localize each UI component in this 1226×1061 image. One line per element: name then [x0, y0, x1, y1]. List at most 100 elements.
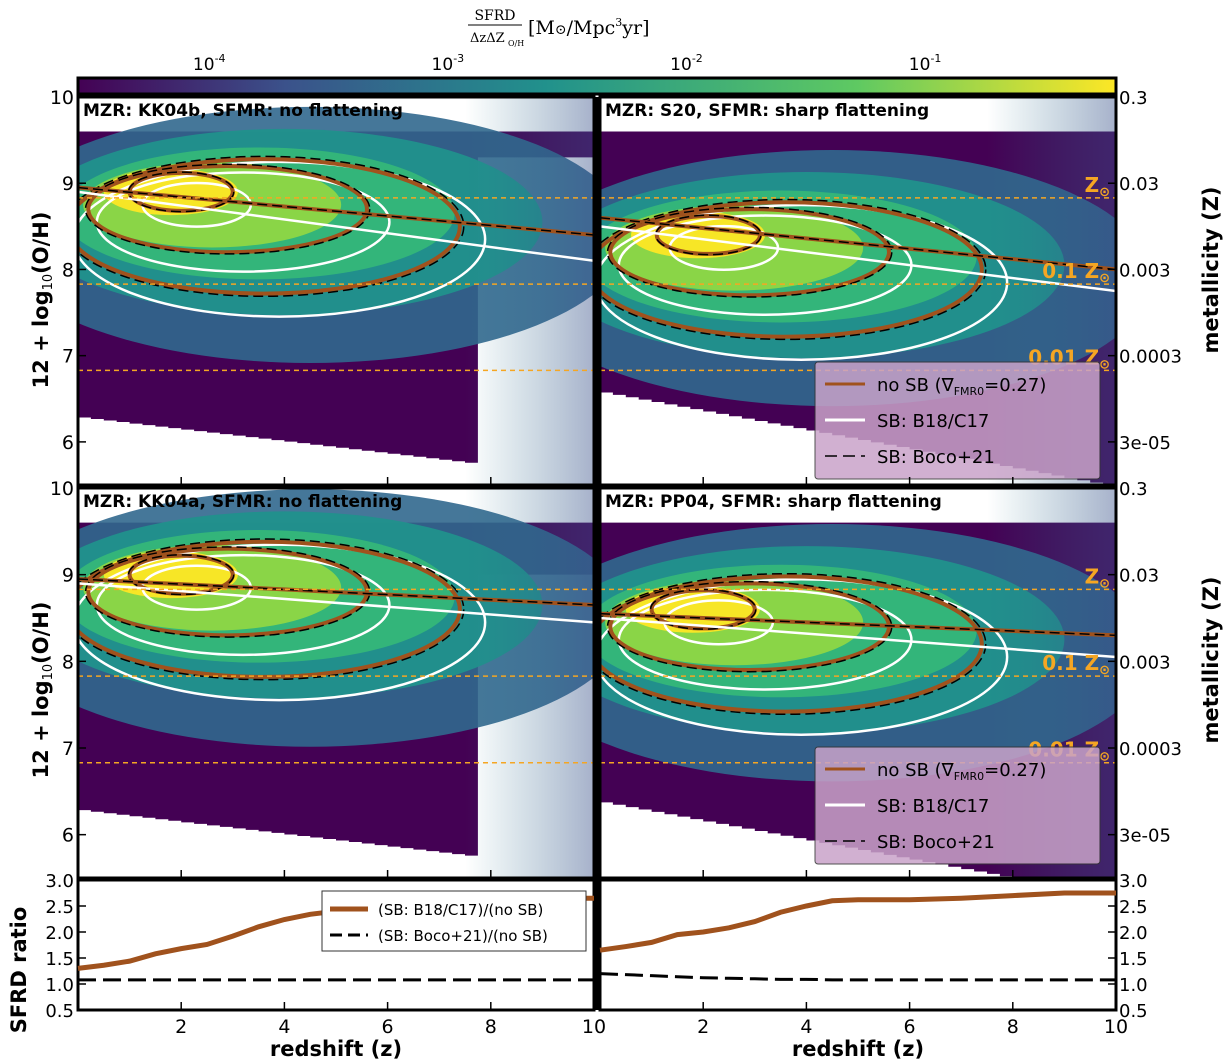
colorbar-bar — [76, 76, 1118, 96]
contour-brown — [649, 588, 757, 631]
reference-label: Z⊙ — [1085, 564, 1110, 591]
ytick-label-right: 0.0003 — [1119, 347, 1182, 368]
contour-dashed — [600, 198, 987, 341]
ratio-ytick-label: 1.0 — [45, 975, 74, 996]
ytick-label-left: 9 — [62, 565, 74, 587]
xlabel-right: redshift (z) — [792, 1037, 924, 1061]
contour-dashed — [127, 554, 235, 596]
contour-brown — [86, 163, 369, 255]
ratio-ytick-label: 2.5 — [1119, 897, 1148, 918]
contour-brown — [600, 574, 984, 714]
contour-brown — [127, 553, 235, 596]
ratio-xtick-label: 6 — [904, 1016, 916, 1038]
ratio-ytick-label: 3.0 — [45, 871, 74, 892]
ratio-ytick-label: 0.5 — [45, 1001, 74, 1022]
ytick-label-right: 3e-05 — [1119, 826, 1171, 847]
ratio-line-b18 — [599, 890, 1116, 953]
axes-frames: 10 9 8 7 6 0.3 0.03 0.003 0.0003 3e-05 10 9 8 7 6 0.3 0.… — [45, 87, 1182, 1038]
xlabel-left: redshift (z) — [270, 1037, 402, 1061]
legend-main: no SB (∇FMR0=0.27) SB: B18/C17 SB: Boco+21 — [814, 746, 1101, 865]
legend-label: no SB (∇FMR0=0.27) — [877, 760, 1046, 783]
legend-ratio: (SB: B18/C17)/(no SB) (SB: Boco+21)/(no S… — [321, 890, 587, 952]
mean-line-dashed — [78, 578, 594, 606]
ytick-label-right: 0.003 — [1119, 260, 1171, 281]
ylabel-right-bottom: metallicity (Z) — [1199, 576, 1223, 743]
ratio-xtick-label: 8 — [1007, 1016, 1019, 1038]
ratio-xtick-label: 8 — [485, 1016, 497, 1038]
contour-white — [600, 203, 1009, 361]
colorbar-label-denominator-sub: O/H — [508, 39, 524, 48]
mean-line-white — [600, 225, 1116, 293]
ratio-xtick-label: 4 — [278, 1016, 290, 1038]
axis-labels: 12 + log10(O/H) 12 + log10(O/H) metallic… — [7, 186, 1223, 1061]
legend-box — [814, 361, 1101, 480]
ytick-label-right: 3e-05 — [1119, 433, 1171, 454]
ytick-label-right: 0.03 — [1119, 566, 1159, 587]
ratio-xtick-label: 4 — [800, 1016, 812, 1038]
ytick-label-left: 7 — [62, 738, 74, 760]
contour-white — [78, 543, 487, 702]
panel-title: MZR: KK04b, SFMR: no flattening — [83, 101, 403, 121]
contour-brown — [78, 157, 462, 296]
ytick-label-left: 7 — [62, 346, 74, 368]
contour-dashed — [127, 171, 235, 213]
legend-ratio-label: (SB: Boco+21)/(no SB) — [378, 927, 548, 945]
contour-dashed — [78, 538, 465, 681]
colorbar-ticks: 10-4 10-3 10-2 10-1 — [193, 52, 941, 75]
ratio-ytick-label: 1.5 — [1119, 949, 1148, 970]
ytick-label-right: 0.0003 — [1119, 739, 1182, 760]
ytick-label-right: 0.03 — [1119, 174, 1159, 195]
heatmap-fade — [465, 488, 594, 878]
contour-white — [600, 578, 1009, 736]
contour-dashed — [649, 588, 757, 630]
ytick-label-left: 8 — [62, 259, 74, 281]
panels: MZR: KK04b, SFMR: no flattening Z⊙ 0.1 Z⊙ 0… — [78, 97, 1116, 878]
contour-dashed — [84, 163, 371, 255]
panel-3 — [78, 488, 594, 878]
panel-title: MZR: KK04a, SFMR: no flattening — [83, 492, 402, 512]
ratio-ytick-label: 1.0 — [1119, 975, 1148, 996]
ratio-xtick-label: 2 — [175, 1016, 187, 1038]
colorbar: SFRD ΔzΔZ O/H [M⊙/Mpc3yr] 10-4 10-3 10-2 10… — [76, 8, 1118, 96]
reference-label: 0.1 Z⊙ — [1042, 259, 1110, 286]
ytick-label-right: 0.3 — [1119, 479, 1148, 500]
ratio-ytick-label: 2.0 — [1119, 923, 1148, 944]
ylabel-left-top: 12 + log10(O/H) — [29, 212, 56, 389]
ytick-label-left: 8 — [62, 651, 74, 673]
mean-line-dashed — [600, 612, 1116, 637]
colorbar-label-denominator: ΔzΔZ — [470, 31, 505, 46]
colorbar-tick-label: 10-1 — [909, 52, 942, 75]
colorbar-label-units: [M⊙/Mpc3yr] — [528, 16, 650, 39]
colorbar-label-numerator: SFRD — [474, 8, 515, 24]
reference-label: Z⊙ — [1085, 173, 1110, 200]
legend-ratio-label: (SB: B18/C17)/(no SB) — [378, 901, 543, 919]
ytick-label-right: 0.003 — [1119, 652, 1171, 673]
mean-line-white — [600, 616, 1116, 659]
colorbar-tick-label: 10-3 — [432, 52, 465, 75]
legend-main: no SB (∇FMR0=0.27) SB: B18/C17 SB: Boco+21 — [814, 361, 1101, 480]
ratio-xtick-label: 10 — [1104, 1016, 1128, 1038]
ratio-ytick-label: 0.5 — [1119, 1001, 1148, 1022]
ratio-line-boco — [599, 972, 1116, 982]
ratio-panel-2: 3.0 2.5 2.0 1.5 1.0 0.5 2 4 6 8 10 — [598, 871, 1148, 1038]
ratio-ytick-label: 2.5 — [45, 897, 74, 918]
legend-label: SB: Boco+21 — [877, 832, 995, 853]
heatmap-fade — [465, 97, 594, 485]
colorbar-tick-label: 10-4 — [193, 52, 226, 75]
reference-label: 0.1 Z⊙ — [1042, 651, 1110, 678]
column-divider — [594, 97, 600, 1010]
contour-dashed — [606, 206, 893, 298]
contour-brown — [78, 539, 462, 679]
legend-ratio-box — [321, 890, 587, 952]
panel-1 — [78, 97, 594, 485]
ratio-ytick-label: 3.0 — [1119, 871, 1148, 892]
ytick-label-left: 10 — [50, 87, 74, 109]
mean-line-dashed — [600, 216, 1116, 271]
contour-brown — [600, 200, 984, 339]
ratio-xtick-label: 6 — [382, 1016, 394, 1038]
ratio-xtick-label: 2 — [697, 1016, 709, 1038]
ratio-xtick-label: 10 — [582, 1016, 606, 1038]
legend-label: no SB (∇FMR0=0.27) — [877, 375, 1046, 398]
panel-4 — [600, 488, 1116, 878]
